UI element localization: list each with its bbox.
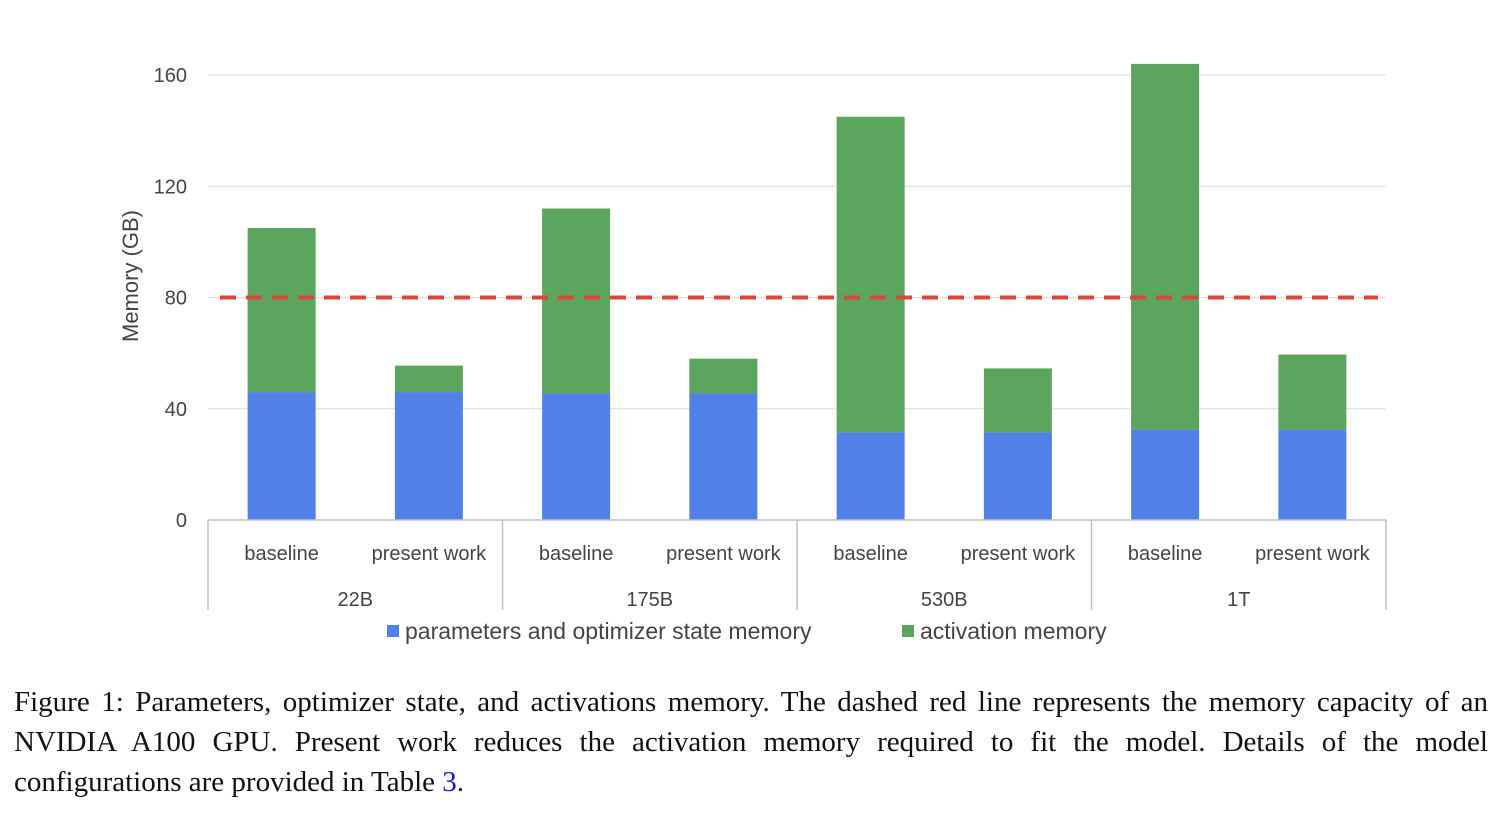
x-group-label: 175B <box>626 589 673 611</box>
labels: 0 40 80 120 160 baseline present work baseline p… <box>154 65 1371 611</box>
bar-activation-memory <box>247 227 316 393</box>
x-group-label: 1T <box>1227 589 1250 611</box>
caption-end: . <box>456 766 465 798</box>
x-category-label: present work <box>372 543 487 565</box>
x-category-label: baseline <box>833 543 908 565</box>
legend: parameters and optimizer state memory act… <box>387 618 1107 644</box>
y-axis-label: Memory (GB) <box>118 210 143 342</box>
axes <box>207 519 1387 610</box>
x-group-label: 530B <box>921 589 968 611</box>
bar-parameters-memory <box>542 393 611 520</box>
y-tick-label: 0 <box>176 510 187 532</box>
bar-parameters-memory <box>247 392 316 520</box>
bar-activation-memory <box>1278 354 1347 430</box>
bar-parameters-memory <box>689 393 758 520</box>
bar-activation-memory <box>836 116 905 433</box>
figure-caption: Figure 1: Parameters, optimizer state, a… <box>14 682 1488 802</box>
legend-swatch <box>902 625 914 637</box>
x-category-label: present work <box>1255 543 1370 565</box>
bars <box>247 63 1347 520</box>
x-category-label: present work <box>961 543 1076 565</box>
bar-activation-memory <box>689 358 758 394</box>
bar-activation-memory <box>983 368 1052 433</box>
caption-text: Figure 1: Parameters, optimizer state, a… <box>14 686 1488 798</box>
x-category-label: present work <box>666 543 781 565</box>
y-tick-label: 120 <box>154 176 187 198</box>
y-tick-label: 80 <box>165 288 187 310</box>
table-reference-link[interactable]: 3 <box>442 766 457 798</box>
x-category-label: baseline <box>539 543 614 565</box>
y-tick-label: 160 <box>154 65 187 87</box>
legend-label: activation memory <box>920 618 1107 644</box>
bar-parameters-memory <box>1278 429 1347 520</box>
stacked-bar-chart: 0 40 80 120 160 baseline present work baseline p… <box>118 63 1387 644</box>
bar-parameters-memory <box>983 432 1052 520</box>
bar-activation-memory <box>1131 63 1200 430</box>
y-tick-label: 40 <box>165 399 187 421</box>
bar-parameters-memory <box>836 432 905 520</box>
x-category-label: baseline <box>1128 543 1203 565</box>
grid-lines <box>208 74 1386 410</box>
bar-parameters-memory <box>394 392 463 520</box>
legend-swatch <box>387 625 399 637</box>
x-category-label: baseline <box>244 543 319 565</box>
bar-activation-memory <box>394 365 463 393</box>
legend-label: parameters and optimizer state memory <box>405 618 812 644</box>
bar-parameters-memory <box>1131 429 1200 520</box>
bar-activation-memory <box>542 208 611 394</box>
x-group-label: 22B <box>337 589 373 611</box>
